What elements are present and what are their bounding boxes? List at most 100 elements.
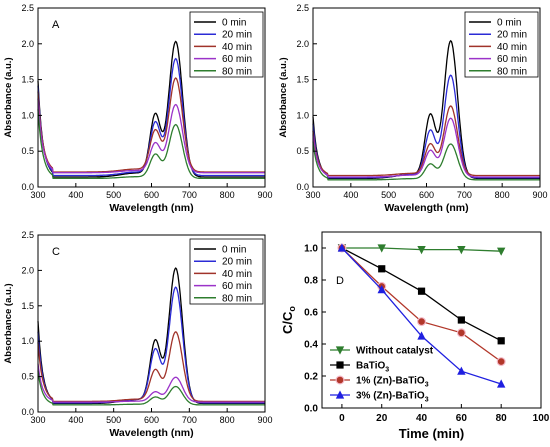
x-tick-label: 20 [376,413,388,424]
y-axis-label: Absorbance (a.u.) [3,283,14,363]
series-line-b-0 [312,39,540,180]
legend-entry-label: 0 min [497,18,521,29]
series-line-c-3 [37,363,265,403]
panel-letter: C [52,246,60,258]
y-tick-label: 0.2 [304,372,318,383]
x-tick-label: 800 [220,415,235,425]
series-line-b-2 [312,105,540,177]
legend-entry-label: 80 min [497,66,527,77]
x-axis-label: Wavelength (nm) [384,202,468,214]
x-tick-label: 300 [305,190,320,200]
x-axis-label: Time (min) [399,426,465,441]
series-0 [337,244,506,256]
legend-entry-label: BaTiO3 [356,361,389,374]
panel-letter: D [336,275,344,287]
data-point [496,379,506,388]
y-tick-label: 1.0 [296,110,309,120]
x-tick-label: 300 [30,415,45,425]
legend-entry-label: 60 min [222,54,252,65]
legend-entry-label: 0 min [222,245,246,256]
legend-entry-label: 1% (Zn)-BaTiO3 [356,376,429,389]
data-point [456,328,466,338]
legend-box [189,11,264,78]
x-tick-label: 900 [257,415,272,425]
y-tick-label: 0.8 [304,276,318,287]
x-tick-label: 600 [144,190,159,200]
data-point [377,244,386,253]
plot-frame [321,231,542,409]
data-point [417,317,427,327]
legend-entry-label: 20 min [497,30,527,41]
series-line-a-4 [37,109,265,180]
x-tick-label: 900 [532,190,547,200]
legend-entry-label: 20 min [222,30,252,41]
series-3 [337,243,506,388]
y-tick-label: 0.6 [304,308,318,319]
data-point [378,265,386,273]
x-tick-label: 400 [68,415,83,425]
legend: Without catalyst BaTiO3 1% (Zn)-BaTiO3 3% (… [330,346,434,404]
series-line-a-0 [37,40,265,178]
x-tick-label: 400 [68,190,83,200]
series-line-b-4 [312,141,540,181]
series-line-c-4 [37,370,265,406]
legend-entry-label: 60 min [222,281,252,292]
series-1 [338,244,505,345]
x-axis-label: Wavelength (nm) [109,427,193,439]
series-line-b-3 [312,117,540,178]
x-tick-label: 300 [30,190,45,200]
x-tick-label: 500 [381,190,396,200]
legend-entry-label: 20 min [222,257,252,268]
x-tick-label: 600 [419,190,434,200]
x-tick-label: 700 [182,190,197,200]
legend-entry-label: 40 min [222,269,252,280]
data-point [337,243,347,252]
data-point [335,390,345,399]
x-tick-label: 100 [533,413,550,424]
x-tick-label: 600 [144,415,159,425]
legend-entry-label: 40 min [497,42,527,53]
legend-entry-label: 80 min [222,66,252,77]
y-tick-label: 2.5 [296,3,309,13]
x-tick-label: 700 [457,190,472,200]
x-tick-label: 800 [220,190,235,200]
data-point [496,357,506,367]
y-tick-label: 0.0 [304,404,318,415]
y-tick-label: 2.5 [21,3,34,13]
data-point [377,285,386,294]
y-tick-label: 0.4 [304,340,318,351]
data-point [417,246,426,255]
y-tick-label: 2.0 [21,39,34,49]
y-tick-label: 0.0 [21,182,34,192]
legend-entry-label: 0 min [222,18,246,29]
spectrum-panel-a: 300 400 500 600 700 800 900 0.0 0.5 1.0 1.5 2.0 2.5 W… [3,3,273,214]
y-tick-label: 0.5 [296,146,309,156]
y-tick-label: 1.5 [21,301,34,311]
y-tick-label: 0.5 [21,146,34,156]
y-axis-label: Absorbance (a.u.) [278,57,289,137]
series-line-c-1 [37,286,265,404]
legend-entry-label: 80 min [222,293,252,304]
series-line-a-2 [37,77,265,173]
spectrum-panel-c: 300 400 500 600 700 800 900 0.0 0.5 1.0 1.5 2.0 2.5 W… [3,230,273,439]
series-line-a-3 [37,98,265,174]
y-tick-label: 2.5 [21,230,34,240]
y-tick-label: 1.5 [21,75,34,85]
series-line-b-1 [312,74,540,179]
y-tick-label: 1.0 [304,244,318,255]
y-tick-label: 1.0 [21,110,34,120]
x-tick-label: 400 [343,190,358,200]
x-tick-label: 800 [495,190,510,200]
y-tick-label: 0.0 [21,407,34,417]
legend-box [189,238,264,305]
panel-letter: A [52,19,60,31]
legend-entry-label: 40 min [222,42,252,53]
data-point [335,346,345,355]
x-tick-label: 80 [496,413,508,424]
data-point [497,337,505,345]
data-point [335,375,345,385]
x-tick-label: 700 [182,415,197,425]
series-line-c-0 [37,267,265,405]
